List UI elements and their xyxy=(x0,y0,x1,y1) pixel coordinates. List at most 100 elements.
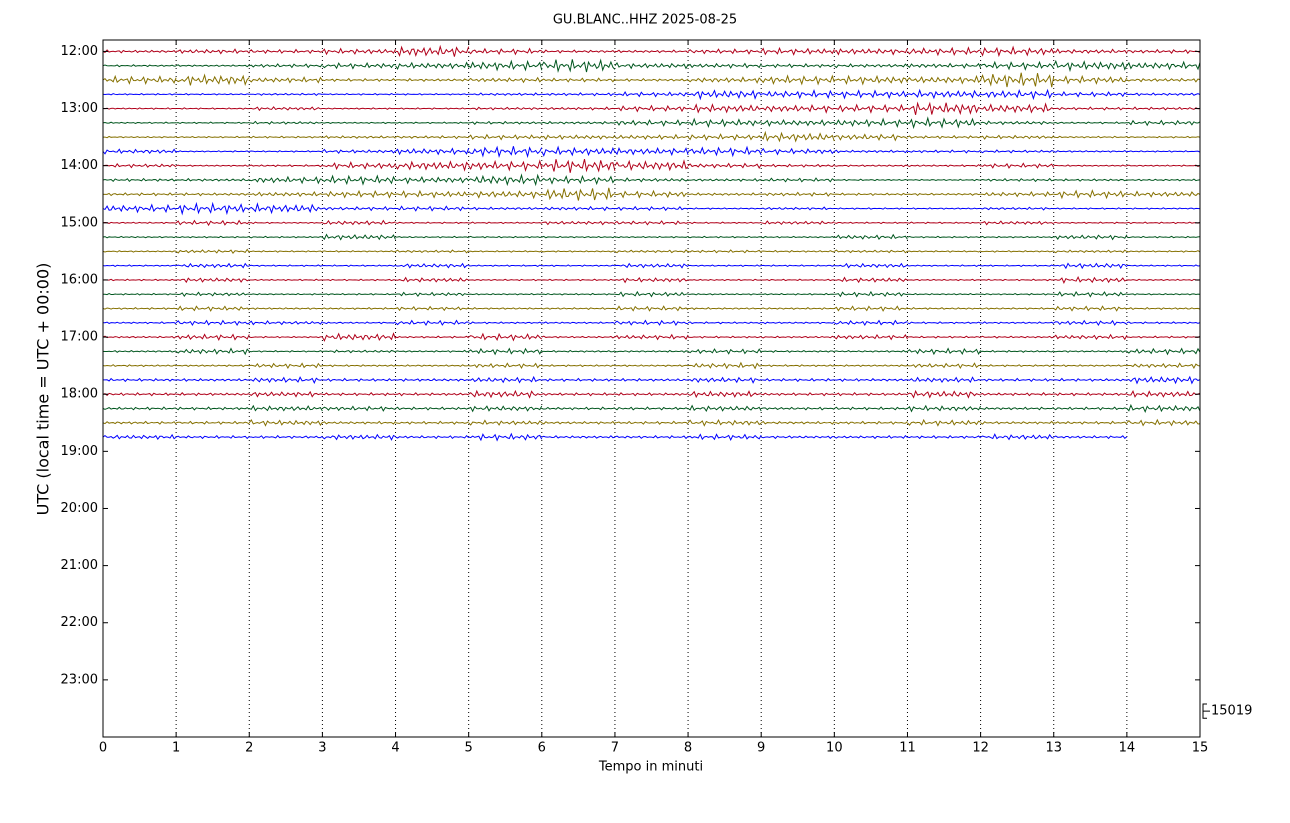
y-tick-label: 17:00 xyxy=(61,330,98,345)
trace-segment xyxy=(249,120,323,125)
trace-segment xyxy=(176,277,250,284)
trace-segment xyxy=(1126,221,1201,225)
trace-segment xyxy=(834,276,908,284)
trace-segment xyxy=(468,120,542,125)
trace-segment xyxy=(322,420,396,425)
trace-segment xyxy=(176,262,250,269)
trace-segment xyxy=(249,293,323,296)
trace-segment xyxy=(760,130,835,143)
trace-segment xyxy=(395,175,470,185)
trace-segment xyxy=(834,392,908,397)
trace-segment xyxy=(1053,262,1128,270)
axes-frame xyxy=(102,39,1201,738)
trace-segment xyxy=(102,92,177,96)
trace-segment xyxy=(907,250,981,253)
trace-segment xyxy=(834,249,908,254)
trace-segment xyxy=(102,364,177,368)
x-tick-label: 11 xyxy=(899,741,916,756)
trace-segment xyxy=(614,364,689,368)
x-tick-label: 6 xyxy=(538,741,546,756)
trace-segment xyxy=(541,406,616,411)
x-axis-label: Tempo in minuti xyxy=(598,760,703,775)
trace-segment xyxy=(907,434,981,440)
trace-segment xyxy=(907,235,981,239)
trace-segment xyxy=(468,278,542,282)
trace-segment xyxy=(541,158,616,173)
trace-segment xyxy=(395,276,469,283)
trace-segment xyxy=(322,174,396,186)
scale-bar xyxy=(1202,703,1210,719)
trace-segment xyxy=(541,174,616,186)
trace-segment xyxy=(761,392,835,397)
trace-segment xyxy=(688,278,762,282)
trace-segment xyxy=(687,321,762,325)
trace-segment xyxy=(395,135,469,140)
trace-segment xyxy=(761,278,835,282)
trace-segment xyxy=(1126,362,1201,370)
trace-segment xyxy=(687,361,762,370)
trace-segment xyxy=(907,46,981,57)
trace-segment xyxy=(176,392,250,397)
trace-segment xyxy=(322,61,396,70)
trace-segment xyxy=(1053,350,1127,353)
trace-segment xyxy=(468,347,543,356)
trace-segment xyxy=(395,262,469,269)
trace-segment xyxy=(614,133,689,140)
trace-segment xyxy=(688,307,762,311)
trace-segment xyxy=(980,162,1055,169)
trace-segment xyxy=(395,335,470,339)
trace-segment xyxy=(102,64,177,68)
trace-segment xyxy=(834,63,908,69)
trace-segment xyxy=(102,192,177,197)
trace-segment xyxy=(834,333,908,341)
trace-segment xyxy=(395,406,469,411)
trace-segment xyxy=(1053,221,1127,225)
trace-segment xyxy=(321,332,396,342)
trace-segment xyxy=(249,221,323,225)
trace-segment xyxy=(249,235,323,239)
trace-segment xyxy=(761,104,835,114)
trace-segment xyxy=(176,291,250,297)
trace-segment xyxy=(761,406,835,411)
trace-segment xyxy=(176,107,250,110)
trace-segment xyxy=(249,434,323,440)
trace-segment xyxy=(834,378,908,383)
trace-segment xyxy=(1053,149,1128,153)
trace-segment xyxy=(249,135,323,139)
trace-segment xyxy=(907,74,981,85)
trace-segment xyxy=(541,278,615,282)
trace-segment xyxy=(614,406,689,411)
trace-segment xyxy=(688,177,762,182)
trace-segment xyxy=(907,221,981,225)
trace-segment xyxy=(1053,106,1127,111)
trace-segment xyxy=(907,135,981,140)
trace-segment xyxy=(395,93,469,96)
trace-segment xyxy=(834,164,908,168)
trace-segment xyxy=(102,135,177,139)
trace-segment xyxy=(322,264,396,267)
trace-segment xyxy=(468,292,542,296)
trace-segment xyxy=(541,420,616,425)
trace-segment xyxy=(468,59,543,72)
trace-segment xyxy=(176,93,250,96)
trace-segment xyxy=(687,404,762,412)
trace-segment xyxy=(102,74,177,86)
trace-segment xyxy=(834,149,908,154)
trace-segment xyxy=(468,375,542,384)
trace-segment xyxy=(614,305,689,312)
trace-segment xyxy=(761,191,835,197)
trace-segment xyxy=(761,220,835,226)
trace-segment xyxy=(1053,364,1128,368)
trace-segment xyxy=(834,305,908,312)
trace-segment xyxy=(760,147,835,156)
trace-segment xyxy=(249,390,323,398)
trace-segment xyxy=(395,378,469,382)
trace-segment xyxy=(907,321,981,325)
trace-segment xyxy=(468,190,543,200)
trace-segment xyxy=(1126,235,1201,239)
trace-segment xyxy=(980,420,1055,425)
trace-segment xyxy=(614,189,689,199)
trace-segment xyxy=(907,62,982,69)
trace-segment xyxy=(468,173,542,187)
trace-segment xyxy=(980,307,1054,310)
